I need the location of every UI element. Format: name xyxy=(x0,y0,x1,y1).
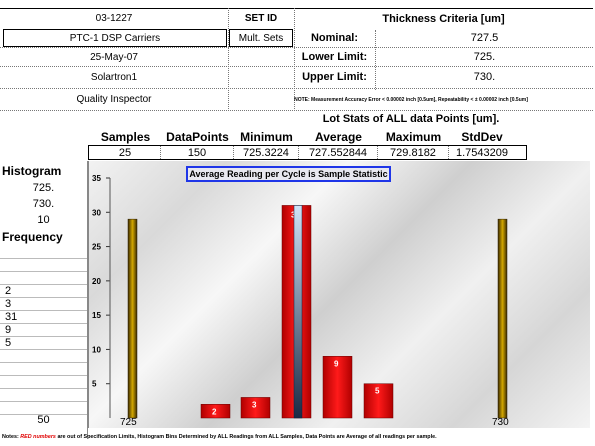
y-tick-label: 25 xyxy=(92,243,101,252)
histogram-label: Histogram xyxy=(2,164,62,178)
histogram-bar xyxy=(363,383,394,419)
carrier-name: PTC-1 DSP Carriers xyxy=(3,29,227,47)
chart-title: Average Reading per Cycle is Sample Stat… xyxy=(186,166,391,182)
limit-label-right: 730 xyxy=(492,417,509,428)
frequency-cell: 5 xyxy=(0,337,87,350)
stats-value-minimum: 725.3224 xyxy=(234,146,299,159)
lower-limit-label: Lower Limit: xyxy=(301,51,368,63)
histogram-value: 730. xyxy=(32,197,55,210)
histogram-bar xyxy=(200,404,231,419)
histogram-value: 725. xyxy=(32,181,55,194)
frequency-cell xyxy=(0,389,87,402)
frequency-total: 50 xyxy=(37,414,50,426)
inspector: Quality Inspector xyxy=(76,94,152,105)
stats-values-box xyxy=(88,145,527,160)
footer-prefix: Notes: xyxy=(2,434,19,440)
lot-id: 03-1227 xyxy=(95,13,133,24)
stats-value-maximum: 729.8182 xyxy=(378,146,449,159)
stats-header-average: Average xyxy=(315,129,362,144)
stats-value-datapoints: 150 xyxy=(161,146,234,159)
nominal-marker xyxy=(293,205,303,419)
y-tick-label: 30 xyxy=(92,208,101,217)
upper-limit-label: Upper Limit: xyxy=(302,71,367,83)
histogram-value: 10 xyxy=(37,213,50,226)
limit-line-right xyxy=(497,218,508,419)
frequency-cell: 2 xyxy=(0,285,87,298)
nominal-value: 727.5 xyxy=(470,32,499,44)
stats-value-average: 727.552844 xyxy=(299,146,378,159)
left-panel xyxy=(0,161,88,437)
bar-label: 3 xyxy=(252,400,257,409)
stats-header-maximum: Maximum xyxy=(385,129,442,144)
stats-header-samples: Samples xyxy=(100,129,151,144)
frequency-cell: 9 xyxy=(0,324,87,337)
frequency-cell xyxy=(0,246,87,259)
frequency-cell: 3 xyxy=(0,298,87,311)
nominal-label: Nominal: xyxy=(310,32,359,44)
y-tick-label: 20 xyxy=(92,277,101,286)
set-id-label: SET ID xyxy=(244,13,278,24)
frequency-cell xyxy=(0,363,87,376)
stats-value-stddev: 1.7543209 xyxy=(456,146,508,159)
measurement-note: NOTE: Measurement Accuracy Error < 0.000… xyxy=(294,96,528,103)
frequency-cell xyxy=(0,350,87,363)
bar-label: 9 xyxy=(334,359,339,368)
y-tick-label: 15 xyxy=(92,311,101,320)
frequency-cell xyxy=(0,376,87,389)
lower-limit-value: 725. xyxy=(473,51,496,63)
frequency-cell: 31 xyxy=(0,311,87,324)
date: 25-May-07 xyxy=(90,51,138,63)
limit-label-left: 725 xyxy=(120,417,137,428)
bar-label: 5 xyxy=(375,387,380,396)
stats-title: Lot Stats of ALL data Points [um]. xyxy=(322,113,500,125)
footer-rest: are out of Specification Limits, Histogr… xyxy=(57,434,437,440)
limit-line-left xyxy=(127,218,138,419)
y-tick-label: 35 xyxy=(92,174,101,183)
stats-header-stddev: StdDev xyxy=(461,129,503,144)
histogram-bar xyxy=(240,397,271,419)
y-tick-label: 5 xyxy=(92,380,97,389)
bar-label: 2 xyxy=(212,407,217,416)
footer-red-text: RED numbers xyxy=(20,434,56,440)
y-tick-label: 10 xyxy=(92,345,101,354)
frequency-cell xyxy=(0,259,87,272)
stats-value-samples: 25 xyxy=(90,146,161,159)
instrument: Solartron1 xyxy=(90,71,138,83)
frequency-label: Frequency xyxy=(2,230,63,244)
upper-limit-value: 730. xyxy=(473,71,496,83)
histogram-bar xyxy=(322,356,353,419)
stats-header-minimum: Minimum xyxy=(240,129,293,144)
frequency-cell xyxy=(0,402,87,415)
frequency-cell xyxy=(0,272,87,285)
footer-note: Notes: RED numbers are out of Specificat… xyxy=(2,434,595,440)
stats-header-datapoints: DataPoints xyxy=(166,129,229,144)
criteria-title: Thickness Criteria [um] xyxy=(382,12,505,25)
set-value: Mult. Sets xyxy=(229,29,293,47)
